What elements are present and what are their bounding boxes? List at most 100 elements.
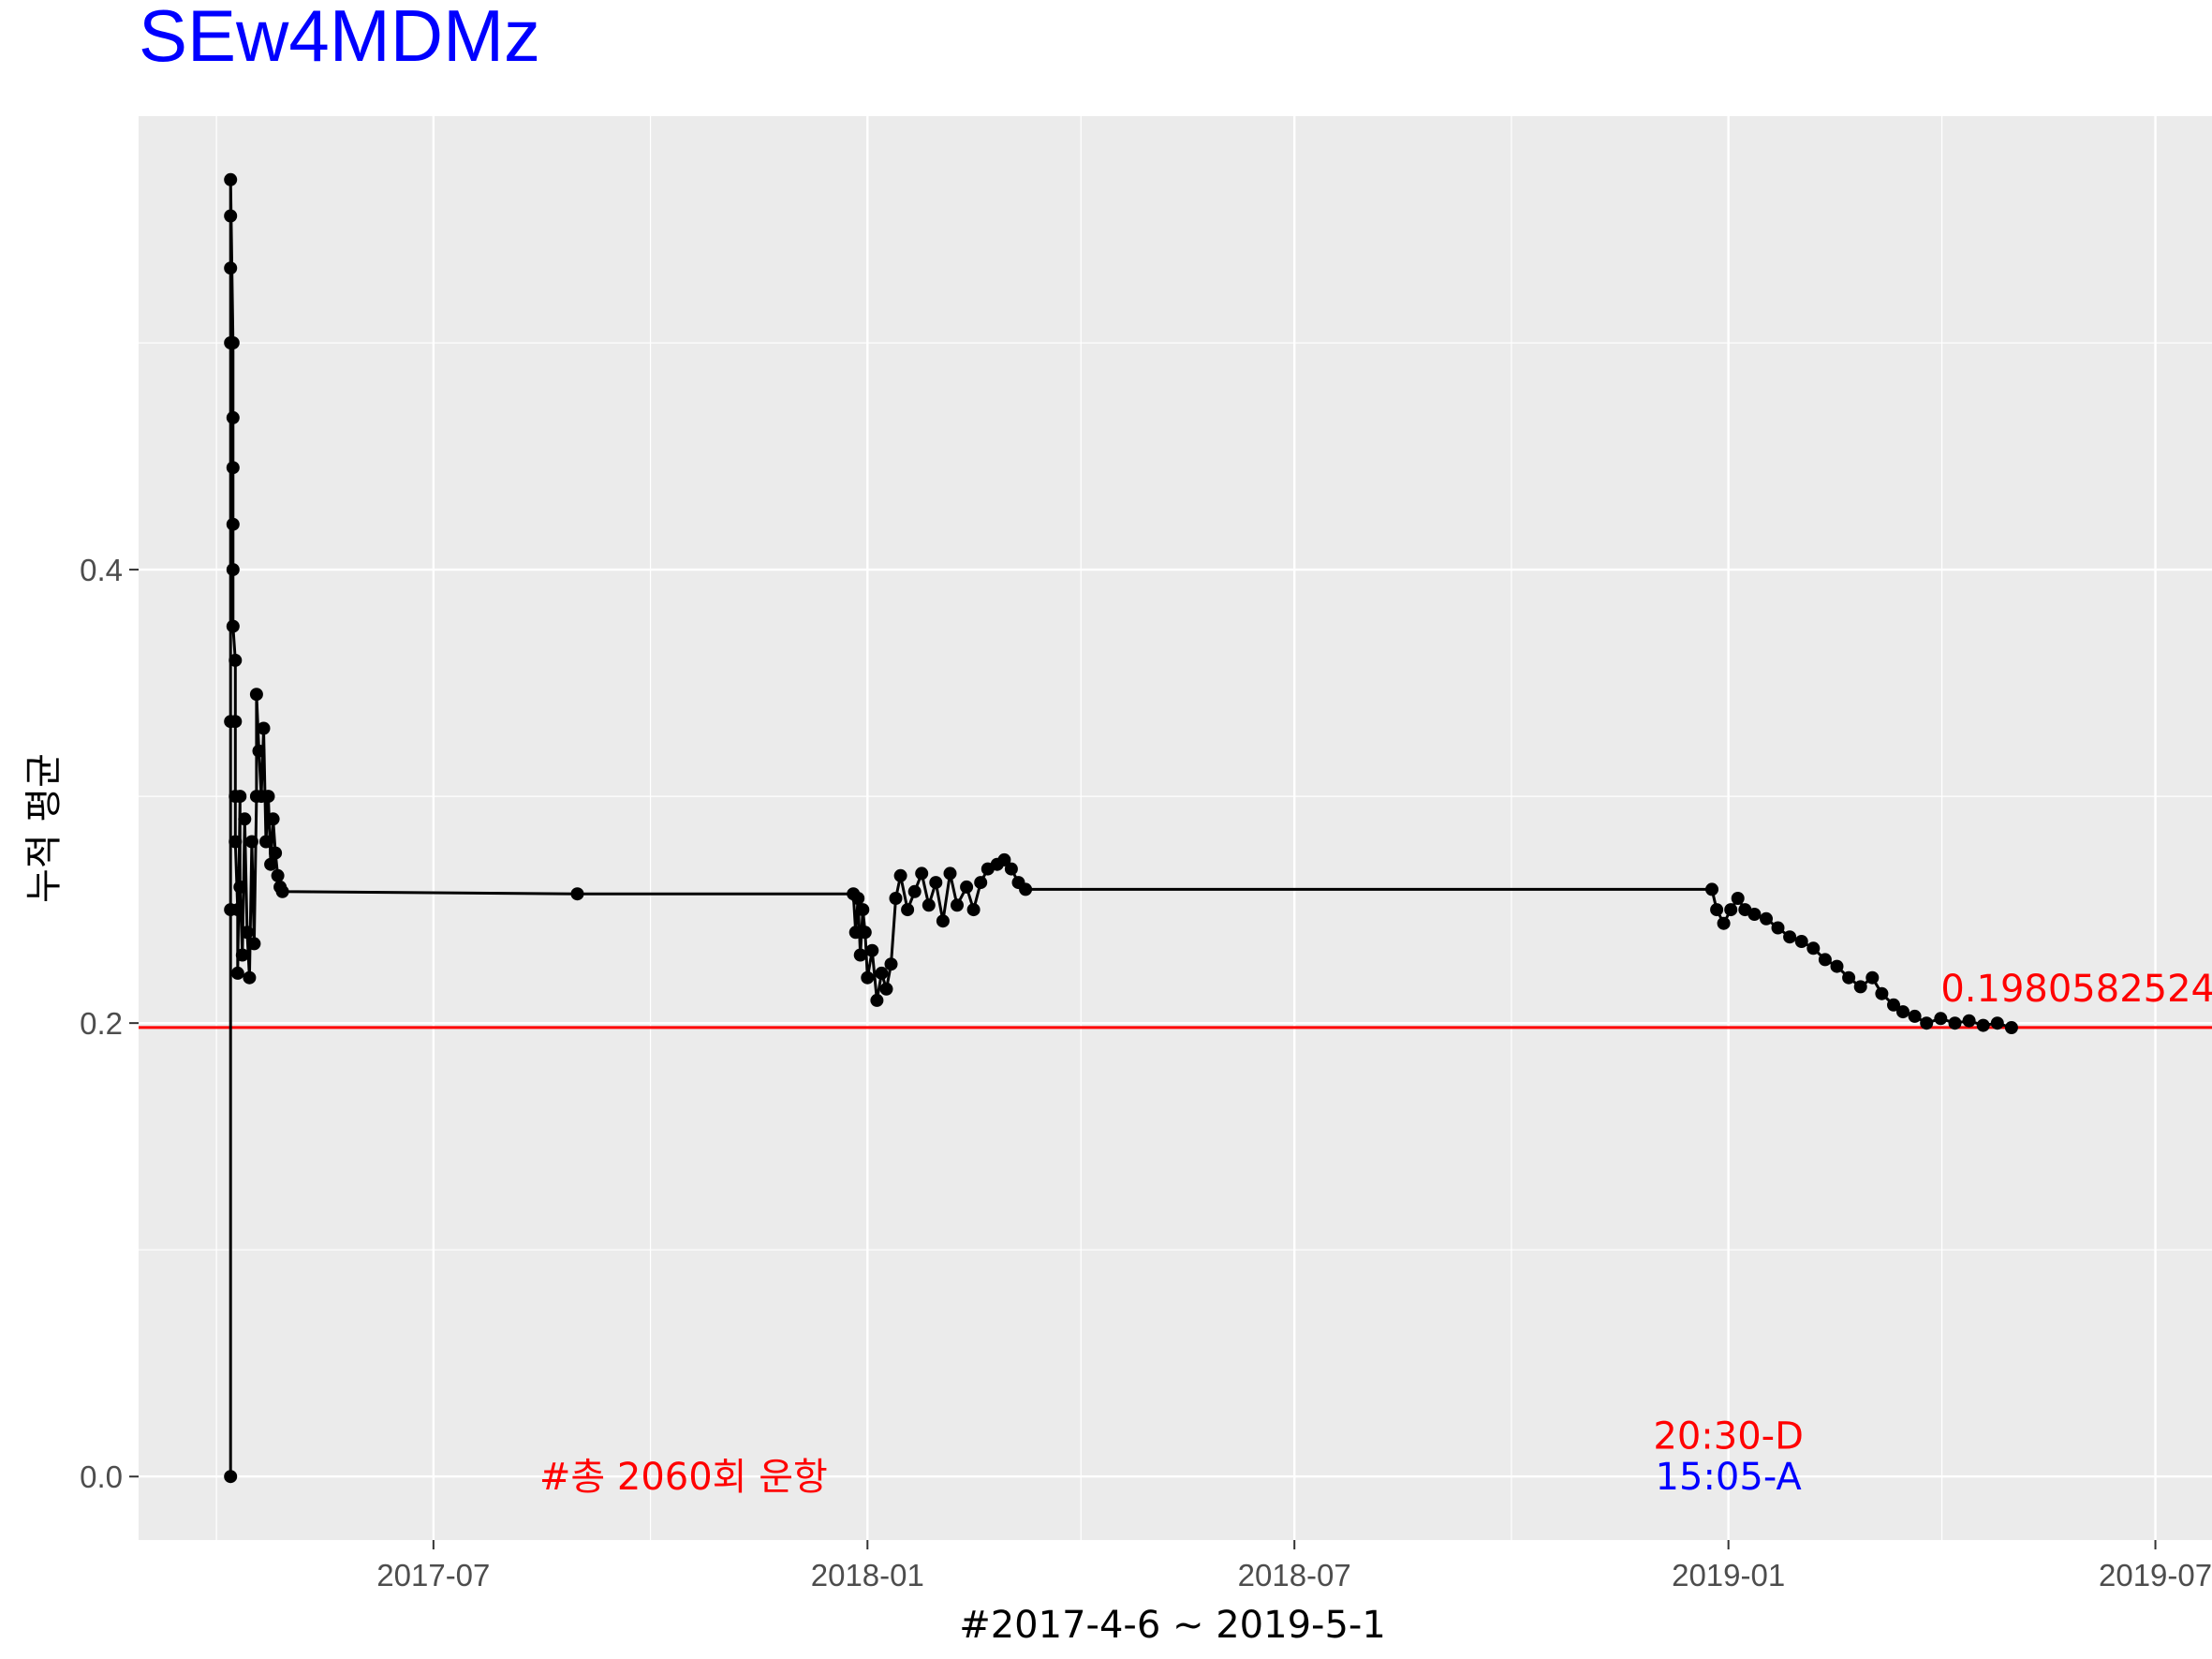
data-point [233,790,247,804]
chart-annotation: 20:30-D [1653,1415,1804,1459]
data-point [244,835,258,849]
x-tick-label: 2019-01 [1672,1558,1785,1592]
data-point [889,892,903,905]
data-point [226,336,240,349]
data-point [1920,1016,1934,1030]
reference-line-layer: 0.19805825242 [139,968,2212,1029]
data-point [853,948,867,962]
x-tick-label: 2017-07 [376,1558,490,1592]
data-point [1908,1009,1922,1023]
data-point [1731,892,1745,905]
data-point [269,846,283,860]
data-point [870,993,884,1007]
axis-layer: 2017-07 2018-01 2018-07 2019-01 2019-07 0.0 0.… [80,553,2212,1592]
data-point [275,884,289,898]
x-tick-label: 2019-07 [2099,1558,2212,1592]
data-point [266,812,280,826]
data-point [922,898,936,912]
data-point [247,937,261,951]
data-point [261,790,275,804]
data-point [264,857,278,871]
data-point [259,835,273,849]
data-point [1887,998,1900,1012]
data-point [848,926,863,940]
data-point [858,926,872,940]
chart-annotation: #총 2060회 운항 [539,1456,828,1499]
data-point [901,903,915,917]
data-point [233,880,247,894]
data-point [1853,980,1867,994]
data-point [226,410,240,424]
data-point [1783,930,1797,944]
data-point [1771,921,1785,935]
data-point [856,903,870,917]
data-point [1705,882,1718,896]
data-point [1990,1016,2004,1030]
data-point [243,970,257,985]
data-point [230,903,244,917]
data-point [226,619,240,633]
y-tick-label: 0.4 [80,553,123,587]
data-point [230,966,244,980]
data-point [271,868,285,882]
data-point [226,461,240,475]
data-point [1747,908,1762,921]
annotation-layer: #총 2060회 운항 20:30-D15:05-A [539,1415,1804,1500]
data-point [257,721,271,735]
data-point [936,914,950,928]
data-point [1717,916,1731,930]
x-tick-label: 2018-07 [1238,1558,1351,1592]
data-point [1962,1014,1976,1028]
data-point [960,880,974,894]
data-point [224,1470,238,1484]
data-point [226,563,240,577]
y-tick-label: 0.0 [80,1459,123,1494]
data-point [1019,882,1033,896]
data-point [249,688,263,702]
data-point [229,715,243,729]
chart-annotation: 15:05-A [1656,1456,1803,1499]
data-point [1760,911,1773,926]
series-line [229,178,2013,1477]
data-point [1976,1018,1990,1032]
data-point [1806,941,1821,955]
data-point [974,876,988,890]
data-point [893,868,907,882]
major-gridlines [139,116,2212,1540]
data-point [240,926,254,940]
data-point [851,892,865,905]
data-point [1896,1005,1910,1019]
chart-title: SEw4MDMz [139,0,540,77]
plot-panel [139,116,2212,1540]
data-point [1865,970,1880,985]
data-point [1842,970,1856,985]
data-point [861,970,875,985]
series-layer [224,172,2018,1484]
x-axis-title: #2017-4-6 ~ 2019-5-1 [959,1604,1386,1647]
y-axis-title: 누적 평균 [22,753,66,903]
data-point [1875,986,1889,1000]
data-point [570,887,584,901]
data-point [875,966,889,980]
data-point [229,835,243,849]
data-point [226,517,240,531]
data-point [229,653,243,667]
data-point [1724,903,1738,917]
data-point [879,982,893,996]
data-point [865,943,879,957]
data-point [1004,862,1018,876]
data-point [235,948,249,962]
data-point [907,884,922,898]
data-point [238,812,252,826]
data-point [1818,953,1832,967]
data-point [966,903,981,917]
reference-line-label: 0.19805825242 [1940,968,2212,1011]
data-point [2004,1021,2018,1034]
data-point [1934,1012,1948,1026]
minor-gridlines [139,116,2212,1540]
y-tick-label: 0.2 [80,1006,123,1041]
data-point [1830,959,1844,973]
data-point [252,744,266,758]
x-tick-label: 2018-01 [811,1558,924,1592]
